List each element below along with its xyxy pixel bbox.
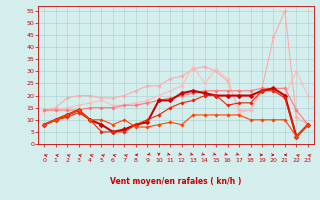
X-axis label: Vent moyen/en rafales ( kn/h ): Vent moyen/en rafales ( kn/h ) [110,177,242,186]
